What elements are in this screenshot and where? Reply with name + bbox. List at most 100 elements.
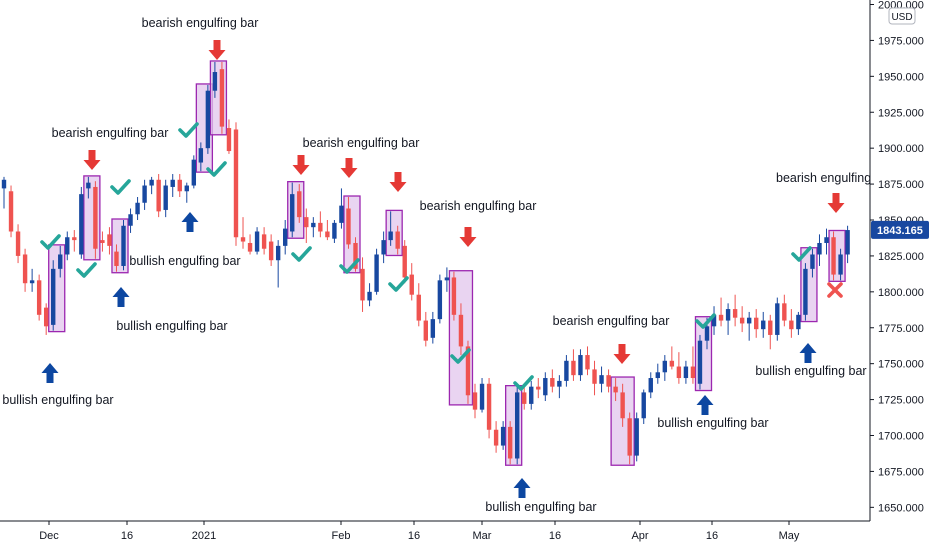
candle <box>536 378 541 399</box>
candle <box>374 248 379 295</box>
candle-body <box>36 280 42 315</box>
bullish-arrow-icon <box>513 478 531 498</box>
candle <box>550 369 555 393</box>
candle-body <box>8 191 14 232</box>
candle <box>135 197 140 220</box>
annotation-label: bearish engulfing bar <box>420 199 537 213</box>
candle <box>121 220 126 271</box>
candle-body <box>325 231 330 238</box>
check-icon <box>178 122 199 138</box>
annotation-label: bearish engulfing bar <box>303 136 420 150</box>
candle <box>8 185 14 238</box>
candle <box>725 303 731 335</box>
candle <box>254 227 260 255</box>
candle <box>325 220 330 241</box>
candle-body <box>789 320 794 330</box>
annotation-label: bearish engulfing bar <box>553 314 670 328</box>
candle <box>803 263 808 321</box>
bullish-arrow-icon <box>181 212 199 232</box>
y-tick-label: 1875.000 <box>878 179 924 191</box>
y-tick-label: 1725.000 <box>878 395 924 407</box>
candle-body <box>409 274 414 295</box>
candle-body <box>648 378 653 393</box>
candle <box>114 244 119 272</box>
candle-body <box>198 148 204 163</box>
candle-body <box>128 214 133 226</box>
candle-body <box>437 280 443 320</box>
candle <box>58 245 63 278</box>
candle-body <box>718 314 724 321</box>
candle <box>198 142 204 172</box>
candle <box>409 263 414 301</box>
candle <box>543 372 548 402</box>
candle-body <box>564 360 569 381</box>
candle <box>486 378 492 439</box>
candle <box>388 211 393 246</box>
signal-markers <box>40 40 845 498</box>
candle <box>775 297 780 341</box>
annotation-label: bullish engulfing bar <box>2 393 113 407</box>
candle <box>367 283 372 307</box>
candle <box>739 306 745 333</box>
y-tick-label: 1900.000 <box>878 143 924 155</box>
candle-body <box>634 418 639 456</box>
candle <box>22 248 28 292</box>
candle-body <box>796 314 801 330</box>
candle-body <box>367 291 372 301</box>
candle-body <box>704 326 710 341</box>
candle <box>29 268 35 292</box>
candle <box>606 369 611 393</box>
candle-body <box>620 392 625 419</box>
candle-body <box>599 375 604 384</box>
bullish-arrow-icon <box>41 363 59 383</box>
candle-body <box>746 317 752 324</box>
candle <box>557 375 562 399</box>
bearish-arrow-icon <box>389 172 407 192</box>
check-icon <box>110 179 131 195</box>
x-tick-label: 16 <box>408 530 420 542</box>
candle <box>585 346 590 376</box>
candle <box>479 378 485 413</box>
candle-body <box>451 277 457 315</box>
candles <box>1 61 850 465</box>
candle <box>360 257 365 312</box>
candle-body <box>346 208 351 245</box>
currency-badge <box>888 7 916 25</box>
candle-body <box>304 217 309 228</box>
candle <box>458 303 464 356</box>
candle-body <box>72 237 77 241</box>
candle-body <box>114 251 119 266</box>
candle <box>683 360 689 384</box>
x-tick-label: Feb <box>332 530 351 542</box>
candle-body <box>381 240 386 255</box>
candle-body <box>838 254 843 275</box>
candle <box>824 228 829 255</box>
candle-body <box>803 268 808 315</box>
candle <box>697 334 703 390</box>
bearish-arrow-icon <box>340 158 358 178</box>
candle <box>761 311 766 338</box>
currency-label: USD <box>891 12 912 23</box>
candle <box>690 346 696 384</box>
candle-body <box>219 69 225 127</box>
check-icon <box>791 246 812 262</box>
annotation-label: bullish engulfing bar <box>116 319 227 333</box>
candle-body <box>65 237 70 255</box>
candle-body <box>79 194 84 255</box>
candle-body <box>149 179 154 186</box>
x-tick-label: 16 <box>549 530 561 542</box>
candle-body <box>1 179 7 189</box>
candle-body <box>58 254 63 269</box>
candle <box>100 231 105 252</box>
y-tick-label: 1825.000 <box>878 251 924 263</box>
bearish-arrow-icon <box>83 150 101 170</box>
candle-body <box>627 418 632 456</box>
candle-body <box>606 375 611 387</box>
candle <box>676 352 682 384</box>
candle-body <box>662 360 668 373</box>
y-tick-label: 1800.000 <box>878 287 924 299</box>
candle <box>571 349 576 381</box>
candle <box>163 179 168 218</box>
candle-body <box>754 317 759 330</box>
